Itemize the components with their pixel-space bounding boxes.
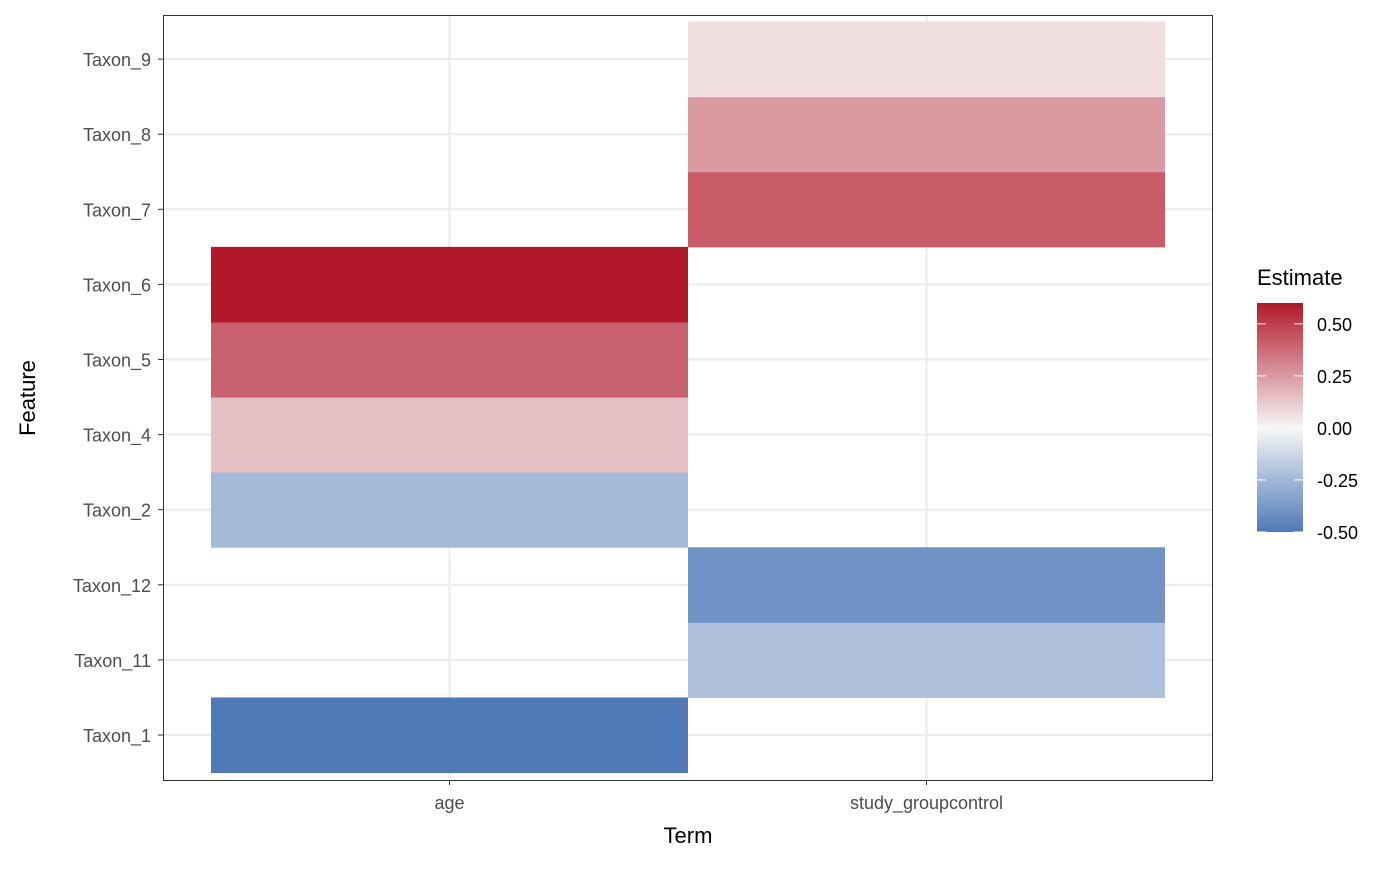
heatmap-tile — [688, 622, 1165, 698]
legend: Estimate 0.50 0.25 0.00 -0.25 -0.50 — [1257, 265, 1358, 543]
heatmap-tile — [211, 472, 688, 548]
legend-tick-label: 0.00 — [1317, 419, 1352, 439]
x-tick-label: age — [434, 793, 464, 813]
x-axis-title: Term — [664, 823, 713, 848]
y-axis-title: Feature — [15, 360, 40, 436]
y-tick-label: Taxon_7 — [83, 200, 151, 221]
heatmap-tile — [211, 246, 688, 323]
y-tick-label: Taxon_6 — [83, 275, 151, 296]
heatmap-tile — [211, 397, 688, 473]
heatmap-tiles — [211, 21, 1165, 774]
y-tick-label: Taxon_5 — [83, 351, 151, 372]
panel-border — [163, 15, 1213, 781]
legend-tick-label: 0.50 — [1317, 315, 1352, 335]
y-tick-label: Taxon_12 — [73, 576, 151, 597]
y-tick-label: Taxon_2 — [83, 501, 151, 522]
legend-title: Estimate — [1257, 265, 1343, 290]
legend-tick-label: 0.25 — [1317, 367, 1352, 387]
x-tick-label: study_groupcontrol — [850, 793, 1003, 814]
x-axis: age study_groupcontrol — [434, 780, 1003, 814]
y-tick-label: Taxon_9 — [83, 50, 151, 71]
y-tick-label: Taxon_8 — [83, 125, 151, 146]
heatmap-tile — [688, 96, 1165, 173]
heatmap-tile — [688, 547, 1165, 623]
y-tick-label: Taxon_4 — [83, 426, 151, 447]
heatmap-tile — [211, 321, 688, 398]
y-tick-label: Taxon_11 — [74, 651, 151, 672]
heatmap-tile — [688, 21, 1165, 98]
legend-tick-label: -0.50 — [1317, 523, 1358, 543]
legend-colorbar — [1257, 303, 1303, 532]
y-axis: Taxon_1 Taxon_11 Taxon_12 Taxon_2 Taxon_4 Tax… — [73, 50, 163, 747]
y-tick-label: Taxon_1 — [83, 726, 151, 747]
legend-tick-label: -0.25 — [1317, 471, 1358, 491]
heatmap-tile — [688, 171, 1165, 248]
heatmap-tile — [211, 697, 688, 774]
